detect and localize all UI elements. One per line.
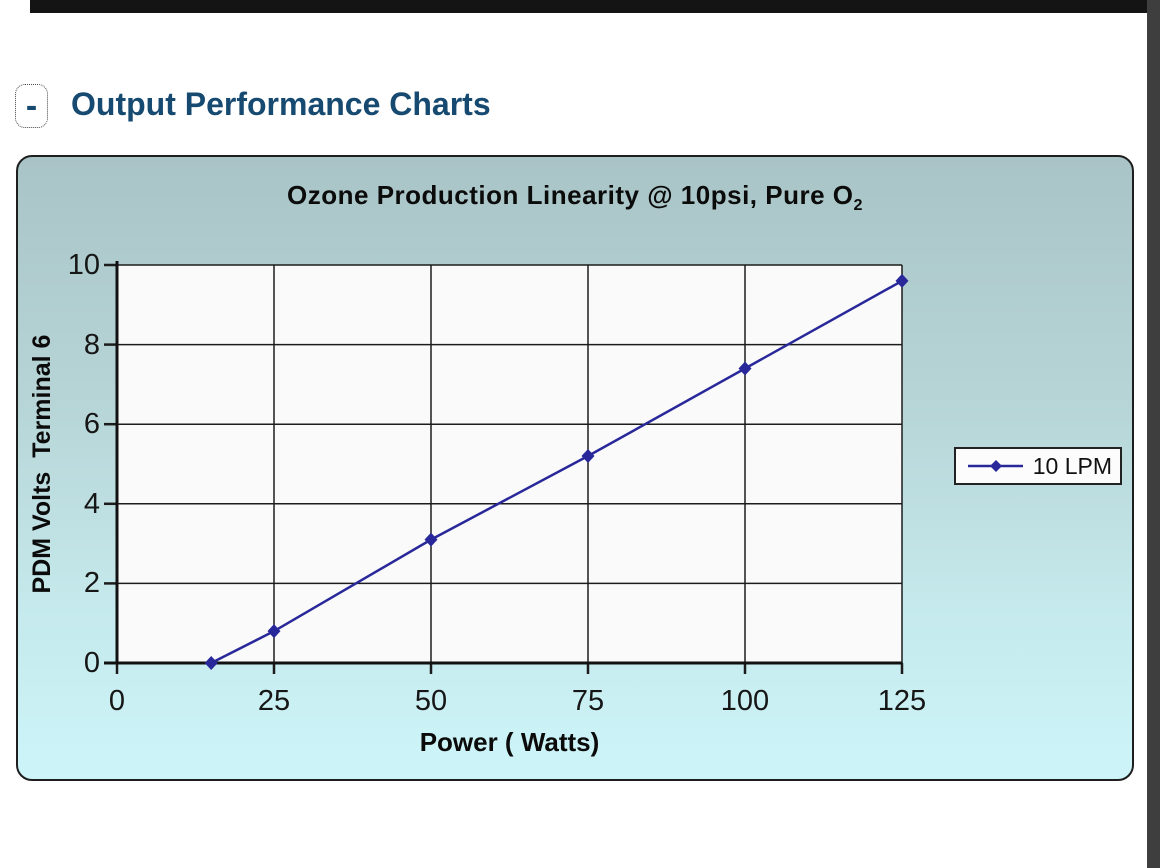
window-right-edge [1147, 0, 1160, 868]
x-tick-label: 0 [108, 685, 126, 717]
x-tick-label: 50 [414, 685, 448, 717]
legend: 10 LPM [954, 447, 1122, 485]
chart-title-text: Ozone Production Linearity @ 10psi, Pure… [287, 180, 854, 210]
collapse-section-button[interactable]: - [15, 84, 48, 128]
data-point-marker [267, 624, 281, 639]
y-tick-label: 8 [83, 328, 100, 361]
y-tick-label: 0 [83, 647, 100, 679]
data-point-marker [424, 532, 438, 547]
y-tick-label: 2 [83, 567, 100, 600]
legend-line-icon [968, 460, 1023, 472]
x-axis-label: Power ( Watts) [419, 727, 600, 757]
data-point-marker [895, 273, 909, 288]
data-point-marker [204, 656, 218, 670]
page-title: Output Performance Charts [71, 86, 491, 122]
x-tick-label: 125 [877, 685, 927, 717]
y-tick-label: 6 [83, 408, 100, 441]
chart-panel: Ozone Production Linearity @ 10psi, Pure… [16, 155, 1134, 781]
data-point-marker [581, 449, 595, 464]
chart-title-subscript: 2 [853, 196, 863, 215]
collapse-minus-icon: - [25, 87, 38, 125]
y-tick-label: 4 [83, 487, 100, 520]
legend-entry-label: 10 LPM [1032, 452, 1112, 479]
y-tick-label: 10 [67, 249, 100, 281]
y-axis-label: PDM Volts Terminal 6 [28, 334, 56, 594]
x-tick-label: 75 [571, 685, 605, 717]
window-top-edge [30, 0, 1160, 13]
chart-title: Ozone Production Linearity @ 10psi, Pure… [18, 180, 1132, 215]
x-tick-label: 25 [257, 685, 291, 717]
data-point-marker [738, 361, 752, 376]
x-tick-label: 100 [720, 685, 770, 717]
